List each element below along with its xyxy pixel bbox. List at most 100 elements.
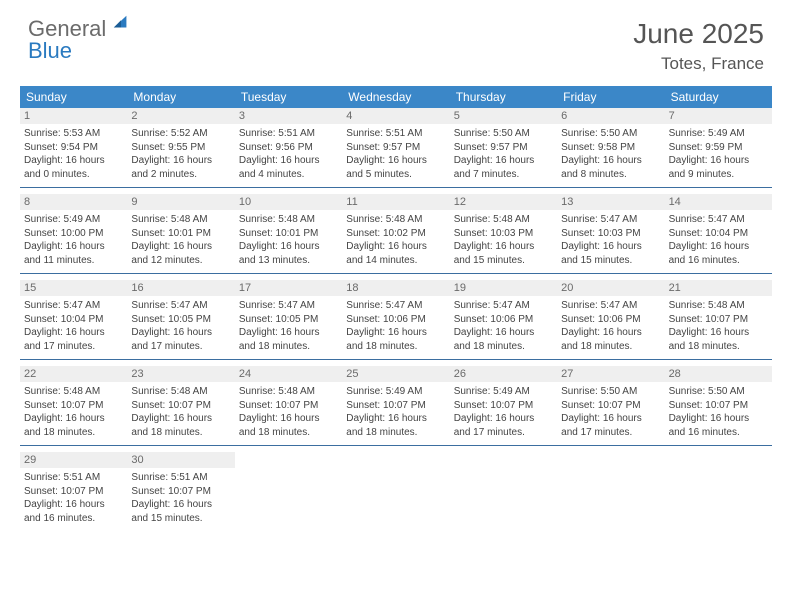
day-info: Sunrise: 5:52 AMSunset: 9:55 PMDaylight:… <box>131 127 230 181</box>
day-info: Sunrise: 5:53 AMSunset: 9:54 PMDaylight:… <box>24 127 123 181</box>
day-number: 21 <box>665 280 772 296</box>
day-info: Sunrise: 5:47 AMSunset: 10:04 PMDaylight… <box>669 213 768 267</box>
logo-text: General Blue <box>28 18 130 62</box>
day-number: 12 <box>450 194 557 210</box>
logo: General Blue <box>28 18 130 62</box>
day-cell: 18 Sunrise: 5:47 AMSunset: 10:06 PMDaylig… <box>342 280 449 359</box>
day-info: Sunrise: 5:50 AMSunset: 9:58 PMDaylight:… <box>561 127 660 181</box>
day-number: 5 <box>450 108 557 124</box>
empty-cell <box>235 452 342 531</box>
day-cell: 22 Sunrise: 5:48 AMSunset: 10:07 PMDaylig… <box>20 366 127 445</box>
day-number: 3 <box>235 108 342 124</box>
day-info: Sunrise: 5:49 AMSunset: 9:59 PMDaylight:… <box>669 127 768 181</box>
dow-monday: Monday <box>127 86 234 108</box>
day-number: 2 <box>127 108 234 124</box>
day-number: 19 <box>450 280 557 296</box>
day-info: Sunrise: 5:47 AMSunset: 10:05 PMDaylight… <box>239 299 338 353</box>
day-number: 1 <box>20 108 127 124</box>
month-title: June 2025 <box>633 18 764 50</box>
day-info: Sunrise: 5:49 AMSunset: 10:07 PMDaylight… <box>346 385 445 439</box>
day-cell: 16Sunrise: 5:47 AMSunset: 10:05 PMDaylig… <box>127 280 234 359</box>
calendar: SundayMondayTuesdayWednesdayThursdayFrid… <box>20 86 772 531</box>
day-number: 11 <box>342 194 449 210</box>
day-number: 10 <box>235 194 342 210</box>
day-cell: 28Sunrise: 5:50 AMSunset: 10:07 PMDaylig… <box>665 366 772 445</box>
day-number: 14 <box>665 194 772 210</box>
empty-cell <box>665 452 772 531</box>
day-number: 22 <box>20 366 127 382</box>
day-cell: 3 Sunrise: 5:51 AMSunset: 9:56 PMDaylight… <box>235 108 342 187</box>
day-cell: 23 Sunrise: 5:48 AMSunset: 10:07 PMDaylig… <box>127 366 234 445</box>
day-info: Sunrise: 5:48 AMSunset: 10:07 PMDaylight… <box>131 385 230 439</box>
day-cell: 27 Sunrise: 5:50 AMSunset: 10:07 PMDaylig… <box>557 366 664 445</box>
day-number: 13 <box>557 194 664 210</box>
day-info: Sunrise: 5:48 AMSunset: 10:07 PMDaylight… <box>24 385 123 439</box>
day-number: 25 <box>342 366 449 382</box>
day-info: Sunrise: 5:47 AMSunset: 10:06 PMDaylight… <box>454 299 553 353</box>
day-cell: 4 Sunrise: 5:51 AMSunset: 9:57 PMDaylight… <box>342 108 449 187</box>
day-info: Sunrise: 5:48 AMSunset: 10:01 PMDaylight… <box>131 213 230 267</box>
day-cell: 29 Sunrise: 5:51 AMSunset: 10:07 PMDaylig… <box>20 452 127 531</box>
day-cell: 10 Sunrise: 5:48 AMSunset: 10:01 PMDaylig… <box>235 194 342 273</box>
day-info: Sunrise: 5:51 AMSunset: 9:56 PMDaylight:… <box>239 127 338 181</box>
day-cell: 15 Sunrise: 5:47 AMSunset: 10:04 PMDaylig… <box>20 280 127 359</box>
day-number: 26 <box>450 366 557 382</box>
day-info: Sunrise: 5:48 AMSunset: 10:02 PMDaylight… <box>346 213 445 267</box>
week-row: 29Sunrise: 5:51 AMSunset: 10:07 PMDaylig… <box>20 452 772 531</box>
day-number: 8 <box>20 194 127 210</box>
day-cell: 1 Sunrise: 5:53 AMSunset: 9:54 PMDaylight… <box>20 108 127 187</box>
week-row: 22Sunrise: 5:48 AMSunset: 10:07 PMDaylig… <box>20 366 772 446</box>
day-cell: 19 Sunrise: 5:47 AMSunset: 10:06 PMDaylig… <box>450 280 557 359</box>
day-cell: 25 Sunrise: 5:49 AMSunset: 10:07 PMDaylig… <box>342 366 449 445</box>
dow-friday: Friday <box>557 86 664 108</box>
dow-saturday: Saturday <box>665 86 772 108</box>
logo-word-blue: Blue <box>28 38 72 63</box>
day-info: Sunrise: 5:48 AMSunset: 10:01 PMDaylight… <box>239 213 338 267</box>
day-info: Sunrise: 5:47 AMSunset: 10:03 PMDaylight… <box>561 213 660 267</box>
day-info: Sunrise: 5:50 AMSunset: 10:07 PMDaylight… <box>669 385 768 439</box>
day-info: Sunrise: 5:49 AMSunset: 10:07 PMDaylight… <box>454 385 553 439</box>
day-info: Sunrise: 5:50 AMSunset: 10:07 PMDaylight… <box>561 385 660 439</box>
day-number: 27 <box>557 366 664 382</box>
day-cell: 7Sunrise: 5:49 AMSunset: 9:59 PMDaylight… <box>665 108 772 187</box>
title-block: June 2025 Totes, France <box>633 18 764 74</box>
sail-icon <box>112 12 130 37</box>
day-info: Sunrise: 5:48 AMSunset: 10:07 PMDaylight… <box>239 385 338 439</box>
location-label: Totes, France <box>633 54 764 74</box>
day-cell: 14 Sunrise: 5:47 AMSunset: 10:04 PMDaylig… <box>665 194 772 273</box>
day-number: 23 <box>127 366 234 382</box>
day-number: 17 <box>235 280 342 296</box>
day-cell: 8Sunrise: 5:49 AMSunset: 10:00 PMDayligh… <box>20 194 127 273</box>
day-info: Sunrise: 5:47 AMSunset: 10:05 PMDaylight… <box>131 299 230 353</box>
day-number: 15 <box>20 280 127 296</box>
day-number: 6 <box>557 108 664 124</box>
day-number: 30 <box>127 452 234 468</box>
day-info: Sunrise: 5:51 AMSunset: 10:07 PMDaylight… <box>131 471 230 525</box>
day-cell: 21Sunrise: 5:48 AMSunset: 10:07 PMDaylig… <box>665 280 772 359</box>
day-cell: 17 Sunrise: 5:47 AMSunset: 10:05 PMDaylig… <box>235 280 342 359</box>
day-cell: 24Sunrise: 5:48 AMSunset: 10:07 PMDaylig… <box>235 366 342 445</box>
day-info: Sunrise: 5:47 AMSunset: 10:06 PMDaylight… <box>346 299 445 353</box>
day-cell: 12 Sunrise: 5:48 AMSunset: 10:03 PMDaylig… <box>450 194 557 273</box>
day-cell: 13 Sunrise: 5:47 AMSunset: 10:03 PMDaylig… <box>557 194 664 273</box>
day-cell: 20Sunrise: 5:47 AMSunset: 10:06 PMDaylig… <box>557 280 664 359</box>
day-number: 4 <box>342 108 449 124</box>
week-row: 15 Sunrise: 5:47 AMSunset: 10:04 PMDaylig… <box>20 280 772 360</box>
day-info: Sunrise: 5:50 AMSunset: 9:57 PMDaylight:… <box>454 127 553 181</box>
dow-sunday: Sunday <box>20 86 127 108</box>
dow-wednesday: Wednesday <box>342 86 449 108</box>
day-number: 29 <box>20 452 127 468</box>
day-number: 18 <box>342 280 449 296</box>
day-info: Sunrise: 5:48 AMSunset: 10:03 PMDaylight… <box>454 213 553 267</box>
day-cell: 30 Sunrise: 5:51 AMSunset: 10:07 PMDaylig… <box>127 452 234 531</box>
day-info: Sunrise: 5:51 AMSunset: 10:07 PMDaylight… <box>24 471 123 525</box>
day-info: Sunrise: 5:47 AMSunset: 10:04 PMDaylight… <box>24 299 123 353</box>
week-row: 8Sunrise: 5:49 AMSunset: 10:00 PMDayligh… <box>20 194 772 274</box>
day-info: Sunrise: 5:51 AMSunset: 9:57 PMDaylight:… <box>346 127 445 181</box>
weeks-container: 1 Sunrise: 5:53 AMSunset: 9:54 PMDaylight… <box>20 108 772 531</box>
empty-cell <box>342 452 449 531</box>
day-number: 20 <box>557 280 664 296</box>
page-header: General Blue June 2025 Totes, France <box>0 0 792 78</box>
empty-cell <box>450 452 557 531</box>
days-of-week-row: SundayMondayTuesdayWednesdayThursdayFrid… <box>20 86 772 108</box>
